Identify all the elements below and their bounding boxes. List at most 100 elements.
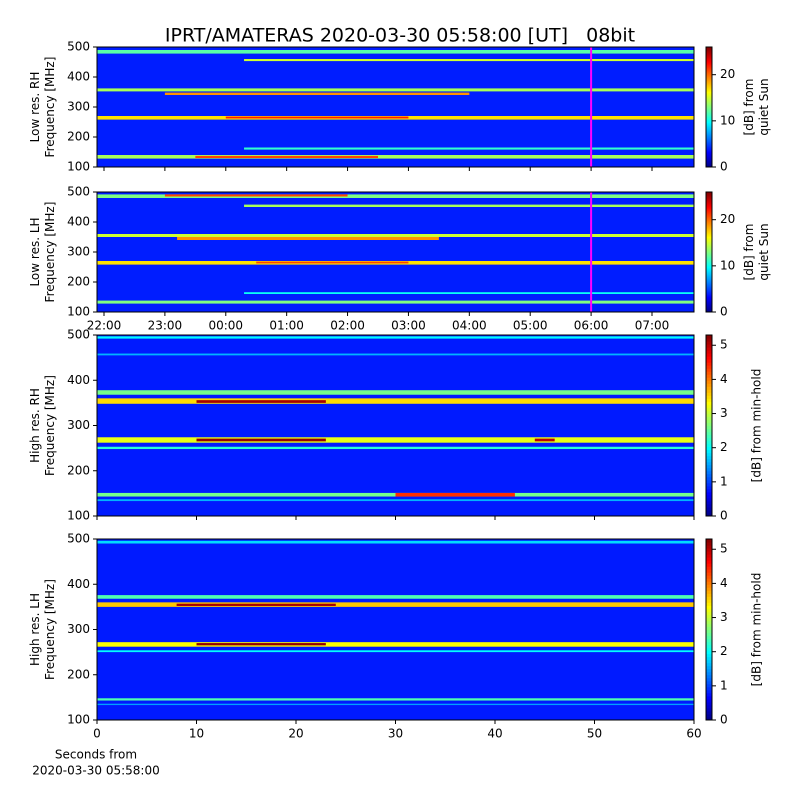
emission-band: [97, 602, 694, 607]
colorbar-slice: [706, 105, 712, 108]
x-tick-label: 02:00: [330, 319, 365, 333]
x-tick-label: 22:00: [87, 319, 122, 333]
colorbar-slice: [706, 434, 712, 439]
y-axis-label: High res. LH: [28, 593, 42, 666]
emission-band: [97, 194, 694, 198]
colorbar-slice: [706, 153, 712, 156]
colorbar-slice: [706, 272, 712, 275]
colorbar-slice: [706, 509, 712, 514]
colorbar-frame: [705, 191, 713, 313]
colorbar-slice: [706, 599, 712, 603]
colorbar-tick-label: 0: [720, 509, 728, 523]
x-tick-label: 40: [487, 727, 502, 741]
colorbar-slice: [706, 155, 712, 158]
colorbar-slice: [706, 716, 712, 721]
colorbar-slice: [706, 437, 712, 442]
emission-band: [97, 595, 694, 599]
colorbar-slice: [706, 494, 712, 499]
colorbar-slice: [706, 214, 712, 217]
colorbar-slice: [706, 404, 712, 408]
emission-band: [395, 492, 515, 497]
colorbar-slice: [706, 680, 712, 685]
colorbar-slice: [706, 218, 712, 221]
colorbar-slice: [706, 240, 712, 243]
colorbar-slice: [706, 137, 712, 140]
y-tick-label: 500: [67, 532, 90, 546]
colorbar-slice: [706, 264, 712, 267]
colorbar-slice: [706, 47, 712, 50]
colorbar-slice: [706, 581, 712, 585]
colorbar-slice: [706, 479, 712, 484]
colorbar-slice: [706, 701, 712, 706]
colorbar-slice: [706, 300, 712, 303]
colorbar-slice: [706, 200, 712, 203]
colorbar-slice: [706, 500, 712, 505]
colorbar-tick-label: 5: [720, 542, 728, 556]
colorbar-slice: [706, 611, 712, 615]
colorbar-slice: [706, 452, 712, 457]
colorbar-slice: [706, 63, 712, 66]
colorbar-slice: [706, 710, 712, 715]
colorbar-slice: [706, 308, 712, 311]
colorbar-slice: [706, 512, 712, 517]
colorbar-slice: [706, 593, 712, 597]
colorbar-slice: [706, 276, 712, 279]
colorbar-slice: [706, 292, 712, 295]
colorbar-slice: [706, 488, 712, 493]
colorbar-slice: [706, 353, 712, 357]
colorbar-slice: [706, 698, 712, 703]
x-tick-label: 50: [587, 727, 602, 741]
colorbar-slice: [706, 395, 712, 399]
x-tick-label: 23:00: [148, 319, 183, 333]
y-tick-label: 400: [67, 373, 90, 387]
colorbar-slice: [706, 246, 712, 249]
colorbar-slice: [706, 143, 712, 146]
colorbar-slice: [706, 224, 712, 227]
colorbar-slice: [706, 365, 712, 369]
colorbar-slice: [706, 650, 712, 655]
colorbar-slice: [706, 228, 712, 231]
emission-band: [97, 336, 694, 339]
colorbar-slice: [706, 198, 712, 201]
emission-band: [225, 116, 409, 119]
colorbar-slice: [706, 125, 712, 128]
y-tick-label: 100: [67, 509, 90, 523]
emission-band: [196, 643, 326, 646]
colorbar-slice: [706, 208, 712, 211]
colorbar-slice: [706, 653, 712, 658]
colorbar-slice: [706, 677, 712, 682]
y-tick-label: 100: [67, 160, 90, 174]
colorbar-slice: [706, 563, 712, 567]
colorbar-slice: [706, 206, 712, 209]
y-axis-label: Frequency [MHz]: [43, 57, 57, 158]
colorbar-slice: [706, 278, 712, 281]
colorbar-slice: [706, 371, 712, 375]
y-axis-label: Frequency [MHz]: [43, 202, 57, 303]
colorbar-slice: [706, 73, 712, 76]
y-tick-label: 100: [67, 713, 90, 727]
emission-band: [164, 92, 470, 95]
colorbar: 0 10 20 [dB] from quiet Sun: [705, 46, 771, 174]
colorbar-slice: [706, 216, 712, 219]
colorbar-slice: [706, 443, 712, 448]
colorbar-frame: [705, 46, 713, 168]
colorbar-slice: [706, 560, 712, 564]
y-tick-label: 400: [67, 215, 90, 229]
emission-band: [97, 234, 694, 237]
colorbar-slice: [706, 127, 712, 130]
colorbar-slice: [706, 149, 712, 152]
colorbar-slice: [706, 659, 712, 664]
emission-band: [97, 300, 694, 304]
colorbar-tick-label: 4: [720, 576, 728, 590]
emission-band: [97, 446, 694, 450]
colorbar-slice: [706, 204, 712, 207]
x-tick-label: 01:00: [269, 319, 304, 333]
colorbar-tick-label: 3: [720, 406, 728, 420]
colorbar-slice: [706, 113, 712, 116]
colorbar-slice: [706, 284, 712, 287]
colorbar-slice: [706, 133, 712, 136]
y-tick-label: 400: [67, 70, 90, 84]
colorbar-slice: [706, 260, 712, 263]
colorbar-tick-label: 1: [720, 678, 728, 692]
colorbar-slice: [706, 440, 712, 445]
